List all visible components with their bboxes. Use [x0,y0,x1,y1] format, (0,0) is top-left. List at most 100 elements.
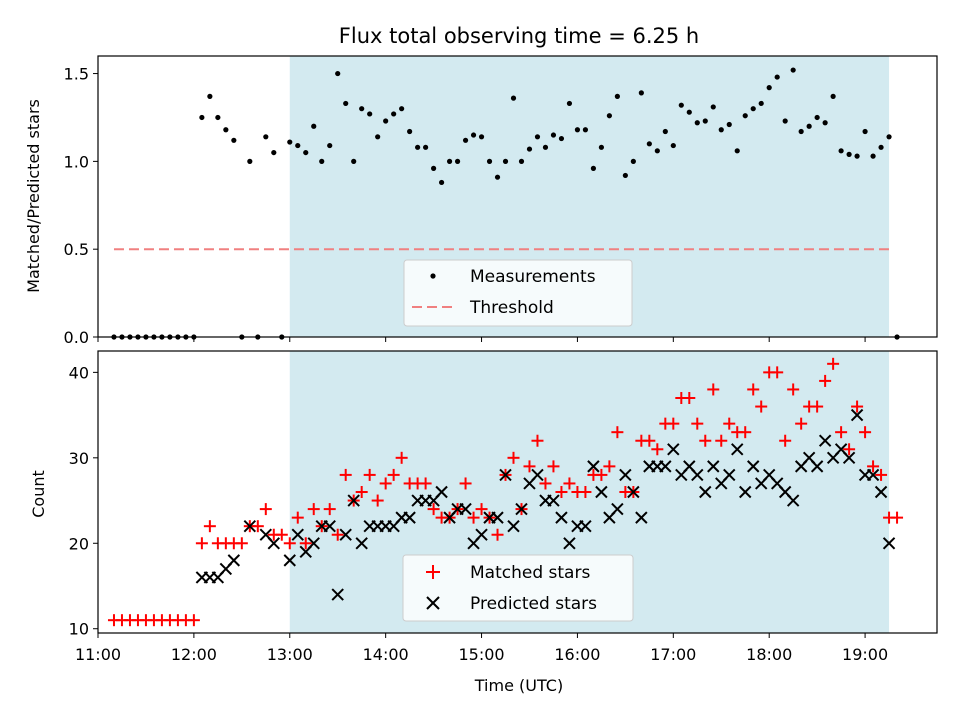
predicted-marker-b [507,519,520,533]
x-axis-label: Time (UTC) [474,676,563,695]
predicted-star-point [850,408,864,422]
measurement-point [854,153,860,159]
matched-star-point [531,434,544,447]
matched-star-point [331,528,344,541]
matched-star-point [875,468,888,481]
measurement-point [742,113,748,119]
matched-star-point [419,477,432,490]
measurement-point [247,158,253,164]
measurement-point [798,128,804,135]
predicted-marker-b [307,537,320,550]
measurement-point [327,142,333,149]
predicted-marker-b [699,485,712,499]
ratio-y-ticks: 0.0 0.5 1.0 1.5 [64,65,98,347]
predicted-star-point [475,528,488,541]
measurement-point [654,148,660,154]
predicted-star-point [611,502,624,516]
measurement-point [518,158,525,164]
predicted-marker-b [563,537,576,550]
predicted-marker-b [555,511,568,524]
predicted-star-point [866,468,880,482]
predicted-star-point [347,494,360,507]
measurement-point [606,113,612,119]
predicted-marker-b [475,528,488,541]
predicted-star-point [283,554,296,567]
predicted-marker-b [459,502,472,516]
measurement-point [878,144,884,150]
matched-star-point [299,537,312,550]
y-tick-label: 10 [69,620,89,639]
measurement-point [534,134,541,140]
measurement-point [415,144,421,150]
matched-star-point [395,451,408,464]
measurement-point [375,134,381,140]
predicted-marker-b [683,460,696,473]
matched-star-point [579,486,592,498]
ratio-plot-frame [97,55,938,338]
predicted-marker-b [435,485,448,499]
x-tick-label: 14:00 [363,645,409,664]
predicted-marker-b [243,519,257,533]
matched-star-point [371,494,384,507]
legend-measurements-marker [430,273,436,279]
predicted-star-point [507,519,520,533]
measurement-point [862,128,868,135]
measurement-point [790,67,796,73]
matched-star-point [859,426,872,439]
count-legend-box [402,554,634,622]
x-tick-label: 13:00 [267,645,313,664]
predicted-marker-b [834,443,848,456]
predicted-marker-b [723,468,736,482]
measurement-point [710,104,716,110]
predicted-marker-b [547,494,560,507]
matched-star-point [187,614,200,627]
predicted-star-point [563,537,576,550]
measurement-point [454,158,461,164]
matched-star-point [555,486,568,498]
ratio-x-ticks [97,337,866,342]
predicted-star-point [723,468,736,482]
predicted-marker-b [355,537,368,550]
predicted-marker-b [747,460,760,473]
measurement-point [822,120,828,126]
measurement-point [686,109,692,115]
predicted-star-point [531,468,544,482]
measurement-point [311,123,317,129]
matched-star-point [611,426,624,439]
matched-star-point [563,477,576,490]
matched-star-point [827,357,840,370]
predicted-star-point [355,537,368,550]
count-legend: Matched stars Predicted stars [402,554,634,622]
predicted-marker-b [491,511,504,524]
predicted-marker-b [802,451,816,465]
measurement-point [566,100,573,107]
matched-star-point [363,468,376,481]
matched-star-point [691,417,704,430]
matched-star-point [427,503,440,516]
predicted-star-point [786,494,800,507]
x-tick-label: 11:00 [75,645,121,664]
matched-star-point [771,366,784,379]
predicted-marker-b [283,554,296,567]
measurement-point [423,144,429,150]
measurement-point [478,134,485,140]
measurement-point [431,165,437,171]
measurement-point [271,149,277,156]
predicted-marker-b [499,468,512,482]
measurement-point [399,106,405,112]
measurement-point [838,148,844,154]
matched-star-point [339,468,352,481]
predicted-star-point [691,468,704,482]
predicted-marker-b [770,477,784,490]
predicted-marker-b [259,528,273,541]
predicted-star-point [459,502,472,516]
measurement-point [622,172,628,179]
chart-title: Flux total observing time = 6.25 h [339,24,699,48]
matched-star-point [699,434,712,447]
predicted-star-point [323,519,336,533]
matched-star-point [835,426,848,439]
legend-predicted-label: Predicted stars [470,594,597,614]
predicted-marker-b [339,528,352,541]
ratio-legend: Measurements Threshold [403,259,633,327]
